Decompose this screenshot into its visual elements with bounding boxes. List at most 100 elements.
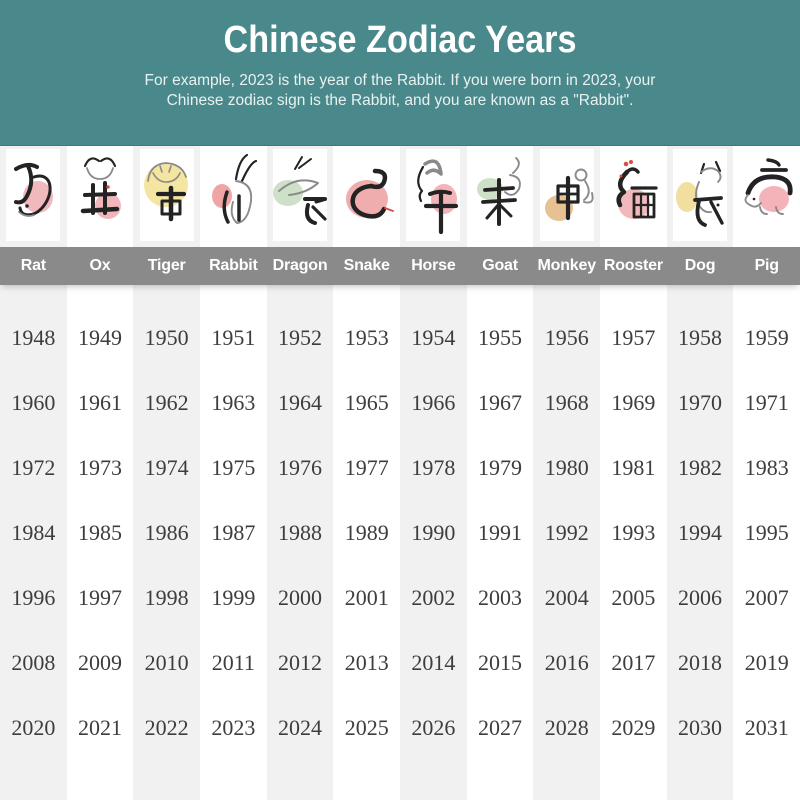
zodiac-icon-card-goat	[473, 149, 528, 241]
zodiac-name-pig: Pig	[754, 257, 779, 274]
snake-zodiac-icon	[345, 168, 394, 219]
year-cell: 1978	[411, 455, 456, 480]
zodiac-icon-card-tiger	[139, 149, 194, 241]
zodiac-name-monkey: Monkey	[537, 257, 597, 274]
zodiac-name-rat: Rat	[20, 257, 46, 274]
year-cell: 1972	[11, 455, 56, 480]
zodiac-icon-card-rooster	[606, 149, 661, 241]
tiger-zodiac-icon	[143, 162, 188, 222]
year-cell: 1977	[344, 455, 389, 480]
zodiac-icon-card-horse	[406, 149, 461, 241]
year-cell: 1988	[278, 520, 323, 545]
year-column-tiger: 1950 1962 1974 1986 1998 2010 2022	[133, 285, 201, 800]
zodiac-icon-card-rat	[6, 149, 61, 241]
year-cell: 2007	[744, 585, 789, 610]
year-cell: 2001	[344, 585, 389, 610]
year-cell: 1991	[478, 520, 523, 545]
rabbit-zodiac-icon	[212, 153, 258, 224]
year-cell: 2010	[144, 650, 189, 675]
ox-zodiac-icon	[80, 157, 121, 219]
year-cell: 1982	[678, 455, 723, 480]
year-cell: 1949	[78, 325, 122, 350]
year-cell: 2018	[678, 650, 723, 675]
year-cell: 2020	[11, 715, 56, 740]
year-column-pig: 1959 1971 1983 1995 2007 2019 2031	[733, 285, 800, 800]
year-cell: 2009	[78, 650, 122, 675]
zodiac-icon-cell-pig	[733, 146, 800, 247]
year-cell: 1950	[144, 325, 189, 350]
year-column-horse: 1954 1966 1978 1990 2002 2014 2026	[400, 285, 467, 800]
year-column-goat: 1955 1967 1979 1991 2003 2015 2027	[467, 285, 534, 800]
year-cell: 1992	[544, 520, 589, 545]
zodiac-name-dog: Dog	[684, 257, 716, 274]
zodiac-icon-cell-goat	[467, 146, 534, 247]
year-cell: 1993	[611, 520, 656, 545]
year-column-dragon: 1952 1964 1976 1988 2000 2012 2024	[266, 285, 334, 800]
year-cell: 1967	[478, 390, 523, 415]
year-cell: 2027	[478, 715, 523, 740]
zodiac-icon-card-ox	[73, 149, 127, 241]
year-cell: 2025	[344, 715, 389, 740]
year-column-snake: 1953 1965 1977 1989 2001 2013 2025	[333, 285, 400, 800]
goat-zodiac-icon	[477, 157, 521, 226]
page-title: Chinese Zodiac Years	[223, 19, 577, 61]
year-cell: 1989	[344, 520, 389, 545]
year-column-rooster: 1957 1969 1981 1993 2005 2017 2029	[600, 285, 667, 800]
year-cell: 1948	[11, 325, 56, 350]
year-cell: 1995	[744, 520, 789, 545]
year-cell: 1962	[144, 390, 189, 415]
year-cell: 2030	[678, 715, 723, 740]
year-column-dog: 1958 1970 1982 1994 2006 2018 2030	[666, 285, 734, 800]
year-cell: 1964	[278, 390, 323, 415]
zodiac-icon-cell-dragon	[266, 146, 334, 247]
year-column-rat: 1948 1960 1972 1984 1996 2008 2020	[0, 285, 67, 800]
header-banner: Chinese Zodiac Years For example, 2023 i…	[0, 0, 800, 146]
year-cell: 1955	[478, 325, 523, 350]
year-cell: 2003	[478, 585, 523, 610]
year-cell: 2015	[478, 650, 523, 675]
year-cell: 2016	[544, 650, 589, 675]
year-cell: 2000	[278, 585, 323, 610]
year-cell: 1999	[211, 585, 256, 610]
dragon-zodiac-icon	[273, 156, 328, 225]
year-cell: 1984	[11, 520, 56, 545]
header-subtitle-line1: For example, 2023 is the year of the Rab…	[144, 72, 656, 89]
monkey-zodiac-icon	[544, 168, 594, 221]
zodiac-icon-cell-horse	[400, 146, 467, 247]
zodiac-name-rabbit: Rabbit	[209, 257, 258, 274]
zodiac-name-tiger: Tiger	[147, 257, 186, 274]
year-cell: 1973	[78, 455, 122, 480]
year-cell: 1959	[744, 325, 789, 350]
rooster-zodiac-icon	[616, 160, 658, 219]
year-cell: 2012	[278, 650, 323, 675]
zodiac-years-table: 1948 1960 1972 1984 1996 2008 2020 1949 1961 1973…	[0, 285, 800, 800]
year-column-monkey: 1956 1968 1980 1992 2004 2016 2028	[533, 285, 601, 800]
year-cell: 2029	[611, 715, 656, 740]
zodiac-name-horse: Horse	[411, 257, 456, 274]
year-cell: 1975	[211, 455, 256, 480]
year-cell: 1951	[211, 325, 256, 350]
year-cell: 1965	[344, 390, 389, 415]
year-cell: 1996	[11, 585, 56, 610]
pig-zodiac-icon	[744, 158, 793, 215]
rat-zodiac-icon	[14, 162, 54, 217]
zodiac-icon-cell-dog	[666, 146, 734, 247]
zodiac-name-goat: Goat	[482, 257, 518, 274]
year-column-rabbit: 1951 1963 1975 1987 1999 2011 2023	[200, 285, 267, 800]
year-cell: 1983	[744, 455, 789, 480]
year-cell: 2011	[211, 650, 255, 675]
year-cell: 2028	[544, 715, 589, 740]
year-cell: 2002	[411, 585, 456, 610]
year-cell: 1971	[744, 390, 789, 415]
year-cell: 1979	[478, 455, 523, 480]
year-cell: 1970	[678, 390, 723, 415]
year-cell: 2021	[78, 715, 122, 740]
year-cell: 1961	[78, 390, 122, 415]
year-cell: 1997	[78, 585, 122, 610]
year-cell: 1998	[144, 585, 189, 610]
year-cell: 1985	[78, 520, 122, 545]
year-cell: 2006	[678, 585, 723, 610]
year-cell: 2019	[744, 650, 789, 675]
year-column-ox: 1949 1961 1973 1985 1997 2009 2021	[67, 285, 134, 800]
year-cell: 1990	[411, 520, 456, 545]
